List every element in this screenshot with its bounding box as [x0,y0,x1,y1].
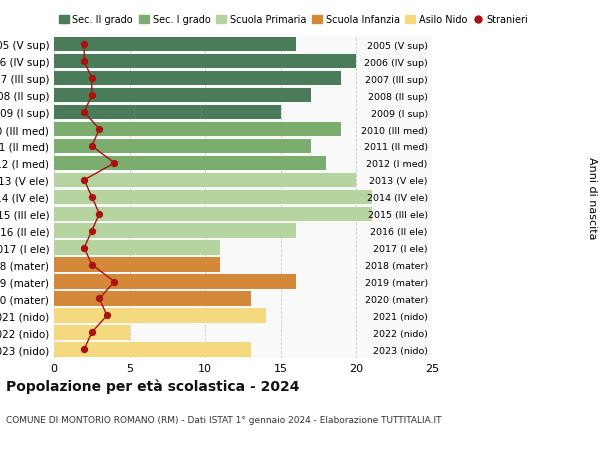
Bar [54,106,281,120]
Text: COMUNE DI MONTORIO ROMANO (RM) - Dati ISTAT 1° gennaio 2024 - Elaborazione TUTTI: COMUNE DI MONTORIO ROMANO (RM) - Dati IS… [6,415,442,425]
Point [110,278,119,285]
Bar [54,89,311,103]
Point [79,245,89,252]
Bar [54,38,296,52]
Bar [54,190,371,205]
Bar [54,207,371,222]
Point [87,329,97,336]
Point [87,194,97,201]
Point [87,228,97,235]
Bar [54,55,356,69]
Bar [54,291,251,306]
Point [110,160,119,167]
Bar [54,157,326,171]
Point [79,346,89,353]
Point [95,211,104,218]
Bar [54,308,266,323]
Bar [54,325,130,340]
Bar [54,173,356,188]
Bar [54,72,341,86]
Bar [54,241,220,255]
Point [79,177,89,184]
Bar [54,224,296,238]
Point [79,109,89,117]
Text: Anni di nascita: Anni di nascita [587,156,597,239]
Point [95,126,104,134]
Bar [54,275,296,289]
Point [87,261,97,269]
Point [87,143,97,150]
Legend: Sec. II grado, Sec. I grado, Scuola Primaria, Scuola Infanzia, Asilo Nido, Stran: Sec. II grado, Sec. I grado, Scuola Prim… [59,16,529,25]
Bar [54,258,220,272]
Point [95,295,104,302]
Point [87,92,97,100]
Bar [54,140,311,154]
Bar [54,123,341,137]
Text: Popolazione per età scolastica - 2024: Popolazione per età scolastica - 2024 [6,379,299,393]
Point [79,58,89,66]
Bar [54,342,251,357]
Point [87,75,97,83]
Point [79,41,89,49]
Point [102,312,112,319]
